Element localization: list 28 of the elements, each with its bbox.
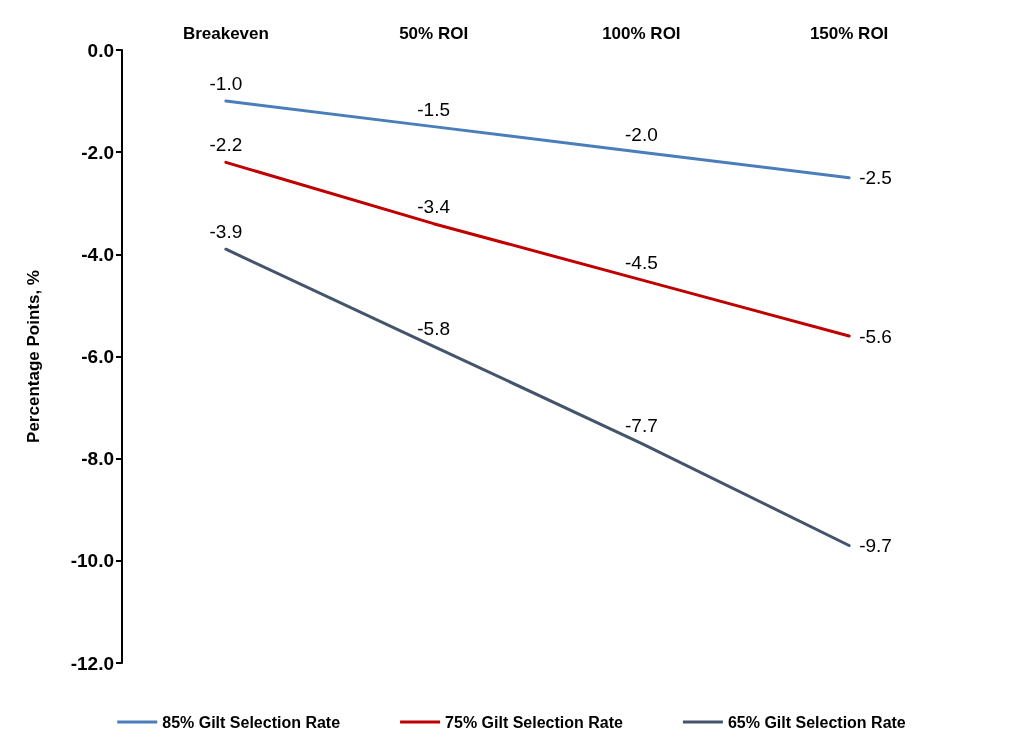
data-label: -2.2 xyxy=(209,134,243,156)
data-label: -5.6 xyxy=(859,325,892,347)
x-tick-label: Breakeven xyxy=(182,24,269,43)
line-series xyxy=(224,247,851,548)
y-tick-label: -12.0 xyxy=(70,652,114,674)
x-tick-label: 150% ROI xyxy=(809,24,889,43)
data-label: -3.4 xyxy=(417,195,451,217)
y-tick-label: -10.0 xyxy=(70,550,114,572)
y-tick-label: -8.0 xyxy=(81,448,114,470)
y-axis-title: Percentage Points, % xyxy=(24,270,43,443)
y-tick-label: -6.0 xyxy=(81,346,114,367)
y-tick-label: -2.0 xyxy=(81,141,114,163)
data-label: -4.5 xyxy=(625,251,658,273)
legend-label: 65% Gilt Selection Rate xyxy=(727,713,906,731)
x-tick-label: 100% ROI xyxy=(602,24,681,43)
data-label: -3.9 xyxy=(209,221,243,243)
legend-label: 75% Gilt Selection Rate xyxy=(445,713,624,731)
data-label: -1.5 xyxy=(417,98,450,120)
data-label: -1.0 xyxy=(209,73,243,95)
x-tick-label: 50% ROI xyxy=(399,24,469,43)
data-label: -9.7 xyxy=(859,535,892,557)
data-label: -5.8 xyxy=(417,318,450,340)
data-label: -7.7 xyxy=(625,415,658,437)
y-tick-label: 0.0 xyxy=(87,39,114,61)
data-label: -2.5 xyxy=(859,167,892,189)
data-label: -2.0 xyxy=(625,124,658,146)
y-tick-label: -4.0 xyxy=(81,243,114,265)
legend-label: 85% Gilt Selection Rate xyxy=(162,713,341,731)
